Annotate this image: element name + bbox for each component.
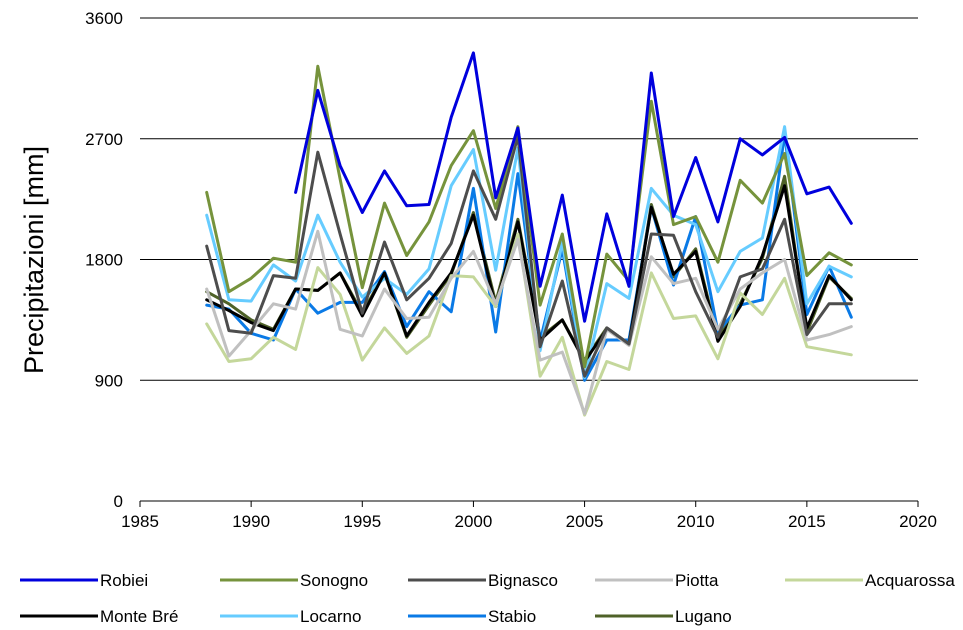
legend-label: Locarno — [300, 607, 361, 626]
y-tick-label: 1800 — [85, 251, 123, 270]
legend-item-sonogno: Sonogno — [220, 571, 368, 590]
y-axis-title: Precipitazioni [mm] — [19, 146, 49, 374]
x-tick-label: 2005 — [566, 512, 604, 531]
legend-item-locarno: Locarno — [220, 607, 361, 626]
legend-label: Monte Bré — [100, 607, 178, 626]
legend-item-acquarossa: Acquarossa — [785, 571, 955, 590]
series-line-robiei — [294, 51, 853, 323]
x-tick-label: 1995 — [343, 512, 381, 531]
legend-label: Acquarossa — [865, 571, 955, 590]
legend-label: Piotta — [675, 571, 719, 590]
legend-item-bignasco: Bignasco — [408, 571, 558, 590]
legend-item-piotta: Piotta — [595, 571, 719, 590]
legend-label: Sonogno — [300, 571, 368, 590]
y-tick-label: 0 — [114, 492, 123, 511]
x-tick-label: 2010 — [677, 512, 715, 531]
series-lines — [205, 51, 853, 417]
x-tick-label: 2000 — [455, 512, 493, 531]
gridlines — [140, 17, 918, 381]
series-line-piotta — [205, 229, 853, 416]
x-tick-label: 1985 — [121, 512, 159, 531]
legend-label: Stabio — [488, 607, 536, 626]
y-tick-label: 2700 — [85, 130, 123, 149]
legend-item-monte-br: Monte Bré — [20, 607, 178, 626]
x-tick-label: 2015 — [788, 512, 826, 531]
y-tick-label: 3600 — [85, 9, 123, 28]
legend-label: Lugano — [675, 607, 732, 626]
x-tick-label: 2020 — [899, 512, 937, 531]
y-tick-label: 900 — [95, 371, 123, 390]
legend-item-robiei: Robiei — [20, 571, 148, 590]
legend-label: Bignasco — [488, 571, 558, 590]
series-line-bignasco — [205, 134, 853, 378]
legend-label: Robiei — [100, 571, 148, 590]
legend-item-lugano: Lugano — [595, 607, 732, 626]
axes — [139, 500, 919, 507]
x-tick-label: 1990 — [232, 512, 270, 531]
tick-labels: 0 900 1800 2700 3600 1985 1990 1995 2000 2005 2010… — [85, 9, 937, 531]
legend: Robiei Sonogno Bignasco Piotta Acquarossa Mon… — [20, 571, 955, 626]
legend-item-stabio: Stabio — [408, 607, 536, 626]
